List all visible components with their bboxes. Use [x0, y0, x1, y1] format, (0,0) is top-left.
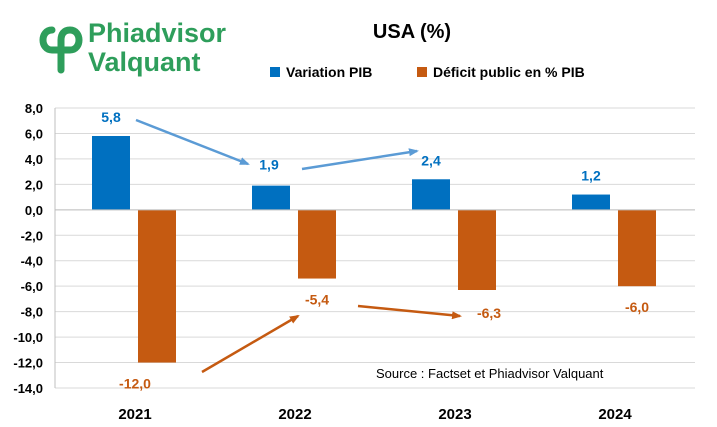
x-tick-label-2022: 2022	[278, 406, 311, 423]
y-tick-label: -10,0	[13, 330, 43, 345]
phi-logo-icon	[39, 26, 83, 74]
bar-variation-pib-2021	[92, 136, 130, 210]
legend-swatch-variation-pib	[270, 67, 280, 77]
bars	[92, 136, 656, 363]
bar-d-ficit-public-en-pib-2022	[298, 209, 336, 279]
y-tick-label: -2,0	[21, 228, 43, 243]
data-label-variation-pib-2021: 5,8	[101, 109, 121, 125]
source-note: Source : Factset et Phiadvisor Valquant	[376, 366, 604, 381]
y-tick-label: -12,0	[13, 356, 43, 371]
y-tick-label: -4,0	[21, 254, 43, 269]
bar-variation-pib-2023	[412, 179, 450, 210]
data-label-d-ficit-public-en-pib-2022: -5,4	[305, 292, 329, 308]
logo-line2: Valquant	[88, 47, 201, 77]
bar-variation-pib-2024	[572, 194, 610, 210]
data-label-variation-pib-2022: 1,9	[259, 157, 279, 173]
x-tick-label-2024: 2024	[598, 406, 632, 423]
x-tick-label-2021: 2021	[118, 406, 151, 423]
data-label-variation-pib-2023: 2,4	[421, 152, 441, 168]
arrow-gdp-2022-2023	[301, 148, 419, 171]
annotation-arrows	[135, 118, 462, 374]
y-tick-label: 8,0	[25, 101, 43, 116]
y-tick-label: -14,0	[13, 381, 43, 396]
y-axis: 8,0 6,0 4,0 2,0 0,0 -2,0 -4,0 -6,0 -8,0 -10,0 -12,…	[13, 101, 56, 396]
y-tick-label: 4,0	[25, 152, 43, 167]
logo-line1: Phiadvisor	[88, 18, 227, 48]
arrow-gdp-2021-2022	[135, 118, 250, 166]
phiadvisor-logo: Phiadvisor Valquant	[39, 18, 227, 77]
arrow-deficit-2021-2022	[201, 314, 300, 374]
data-label-variation-pib-2024: 1,2	[581, 168, 601, 184]
y-tick-label: -8,0	[21, 305, 43, 320]
data-label-d-ficit-public-en-pib-2021: -12,0	[119, 376, 151, 392]
x-tick-label-2023: 2023	[438, 406, 471, 423]
bar-d-ficit-public-en-pib-2024	[618, 209, 656, 287]
data-label-d-ficit-public-en-pib-2023: -6,3	[477, 305, 501, 321]
bar-d-ficit-public-en-pib-2021	[138, 209, 176, 363]
legend: Variation PIB Déficit public en % PIB	[270, 64, 585, 80]
y-tick-label: 6,0	[25, 126, 43, 141]
y-tick-label: -6,0	[21, 279, 43, 294]
arrow-deficit-2022-2023	[357, 304, 462, 320]
data-label-d-ficit-public-en-pib-2024: -6,0	[625, 299, 649, 315]
bar-variation-pib-2022	[252, 185, 290, 210]
chart-title: USA (%)	[373, 21, 451, 43]
y-tick-label: 2,0	[25, 177, 43, 192]
legend-label-deficit-public: Déficit public en % PIB	[433, 64, 585, 80]
x-axis: 2021 2022 2023 2024	[55, 209, 695, 423]
y-tick-label: 0,0	[25, 203, 43, 218]
legend-swatch-deficit-public	[417, 67, 427, 77]
bar-d-ficit-public-en-pib-2023	[458, 209, 496, 290]
data-labels: 5,8 -12,0 1,9 -5,4 2,4 -6,3 1,2 -6,0	[101, 109, 649, 392]
legend-label-variation-pib: Variation PIB	[286, 64, 372, 80]
